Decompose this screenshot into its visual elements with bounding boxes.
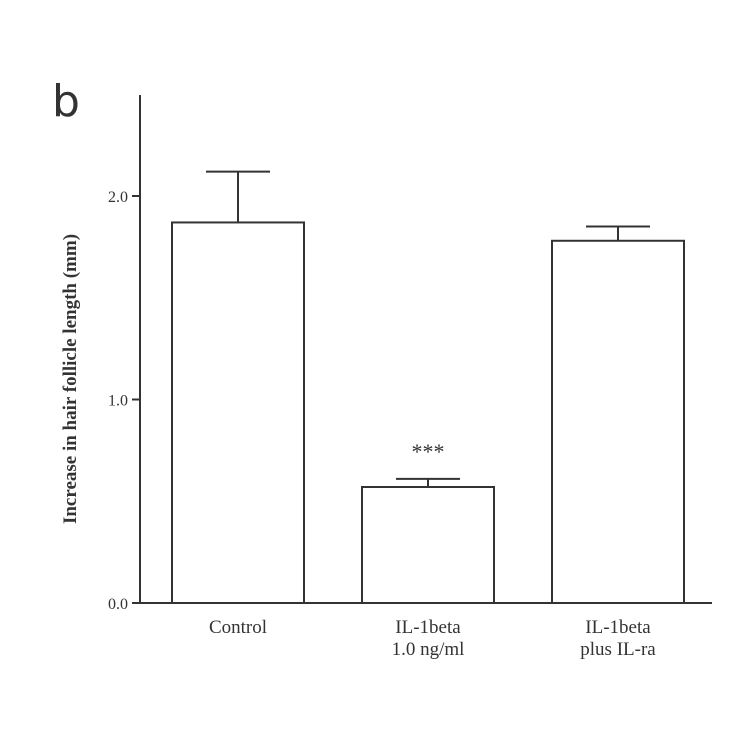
x-tick-label: IL-1beta: [395, 617, 461, 638]
panel-label: b: [52, 76, 80, 127]
bar: [361, 486, 495, 605]
y-tick-label: 2.0: [108, 189, 128, 206]
x-tick-label: Control: [209, 617, 267, 638]
y-axis-label: Increase in hair follicle length (mm): [60, 234, 81, 524]
x-tick-label: plus IL-ra: [580, 639, 656, 660]
y-tick-label: 0.0: [108, 596, 128, 613]
bar: [551, 239, 685, 605]
x-tick-label: IL-1beta: [585, 617, 651, 638]
significance-marker: ***: [412, 439, 445, 464]
x-tick-label: 1.0 ng/ml: [392, 639, 465, 660]
y-tick-label: 1.0: [108, 393, 128, 410]
bar: [171, 221, 305, 605]
